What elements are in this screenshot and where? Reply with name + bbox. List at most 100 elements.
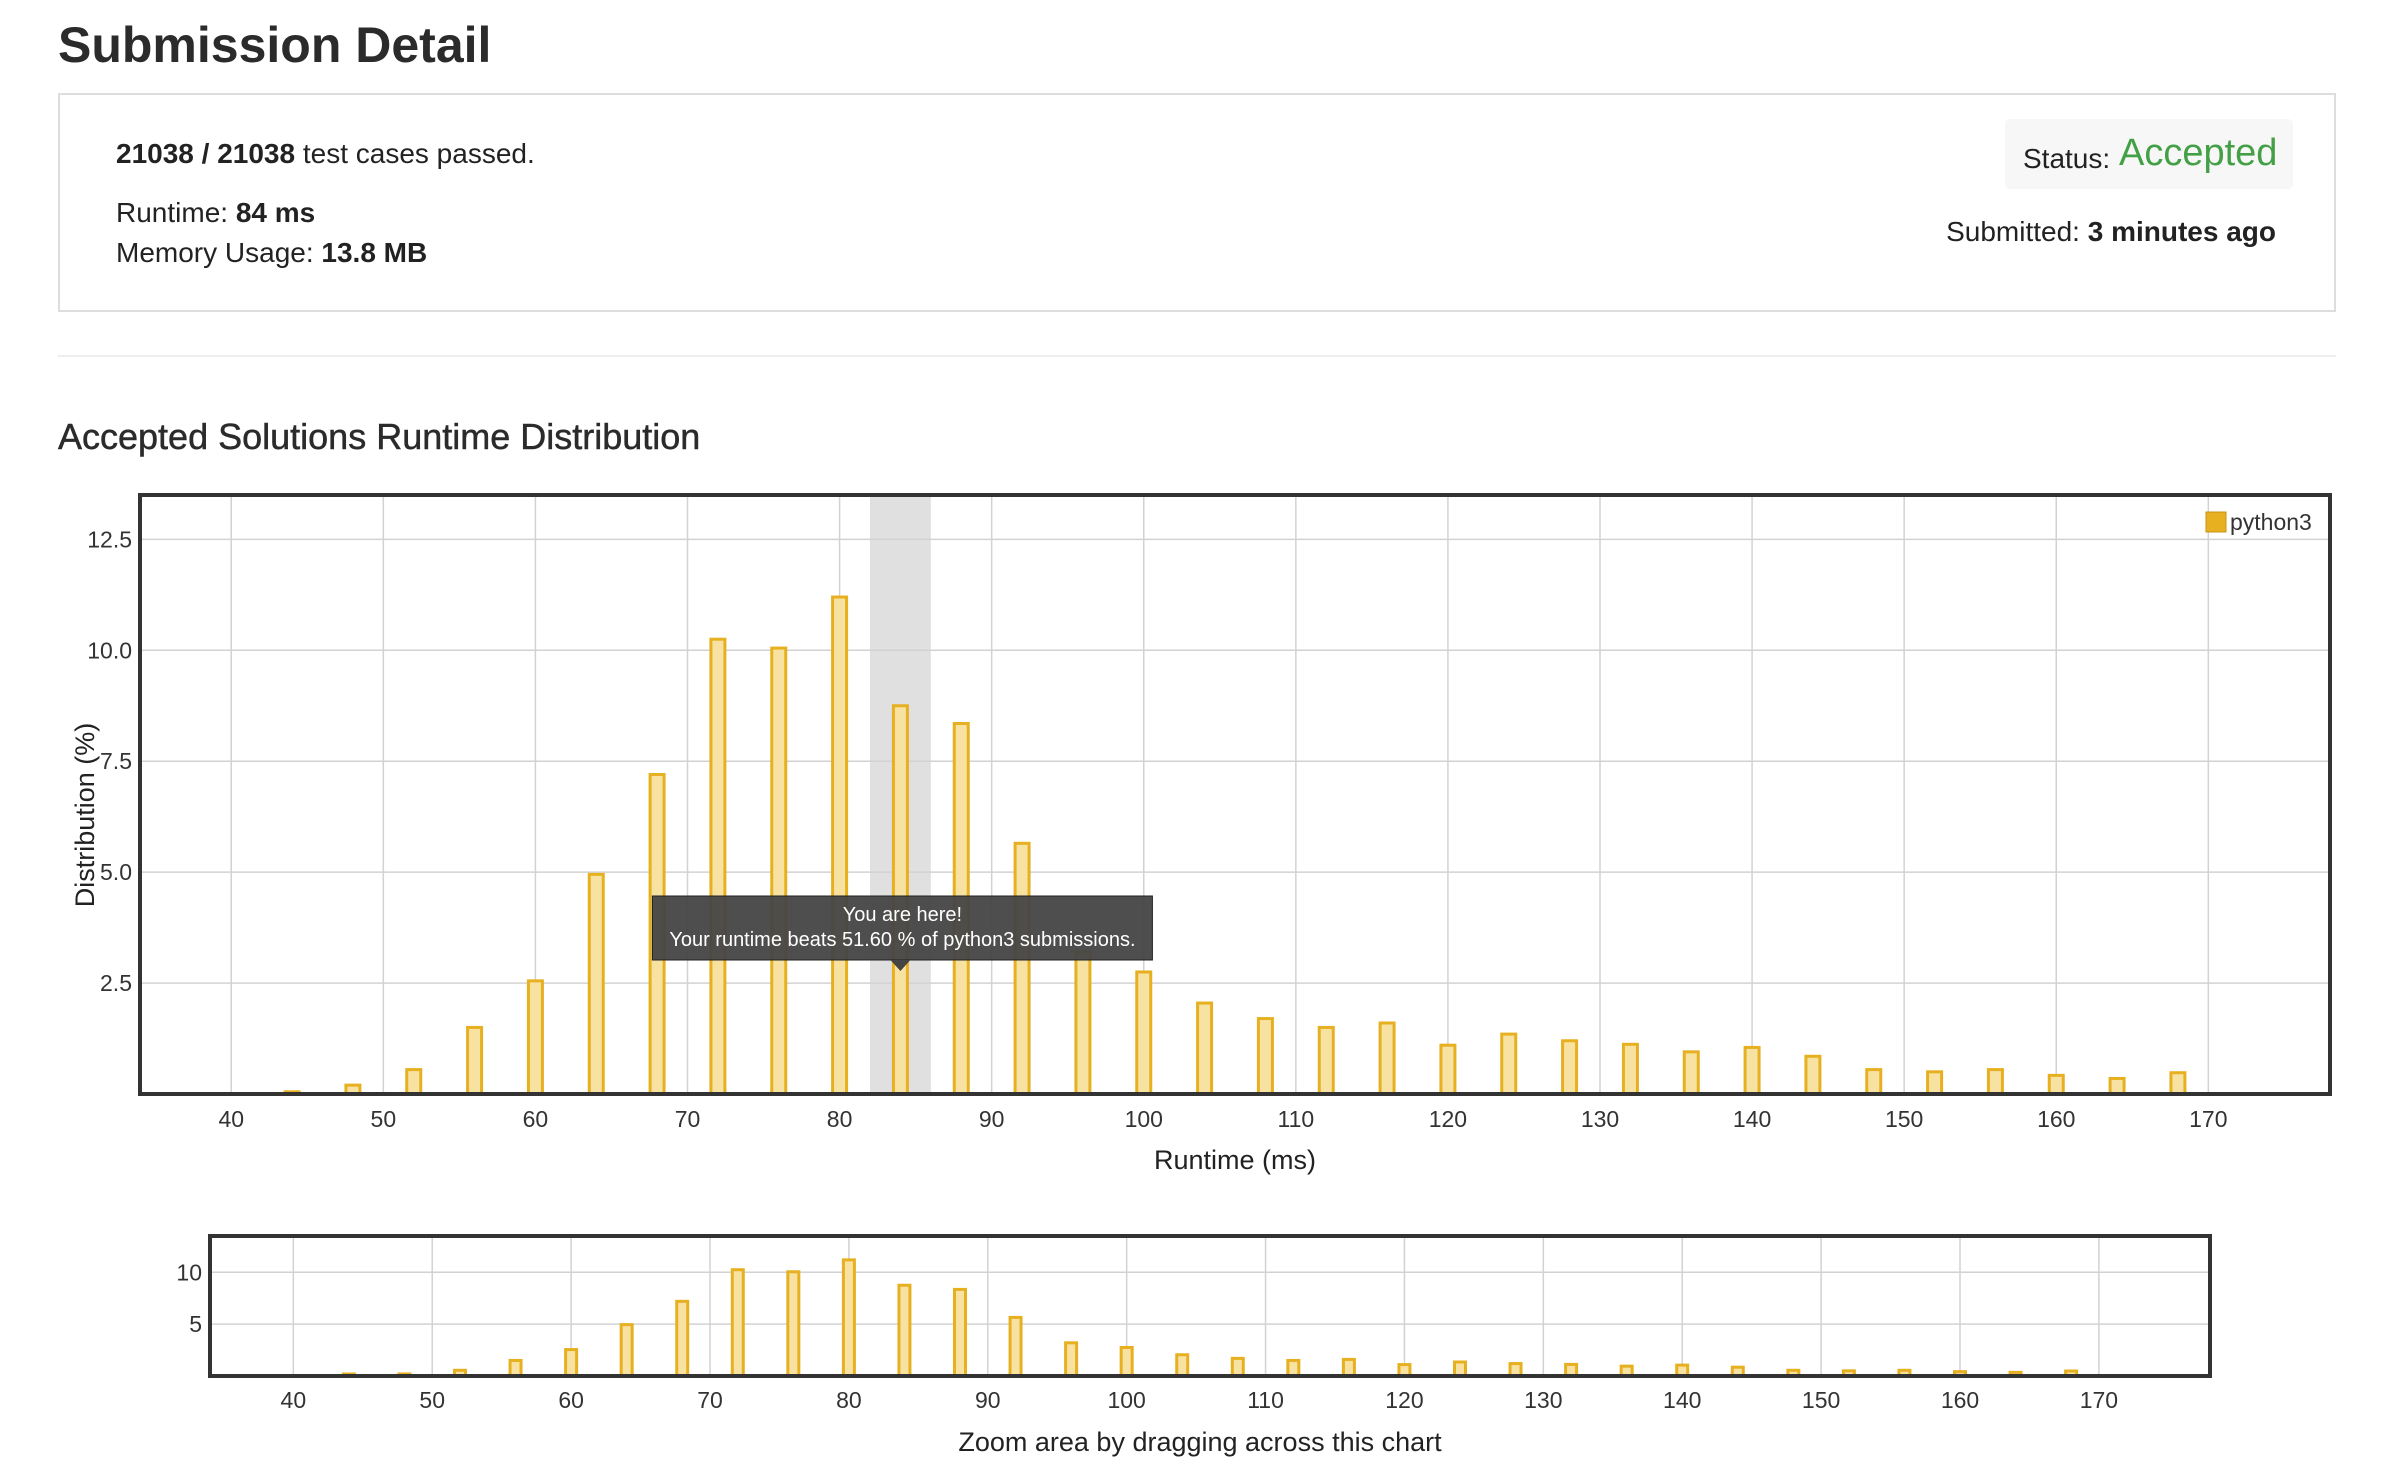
navigator-caption: Zoom area by dragging across this chart xyxy=(958,1427,1442,1457)
distribution-bar xyxy=(770,646,788,1096)
x-tick-label: 140 xyxy=(1663,1387,1701,1413)
navigator-bar xyxy=(508,1358,523,1378)
x-tick-label: 40 xyxy=(218,1106,244,1132)
distribution-bar xyxy=(466,1025,484,1096)
navigator-bar xyxy=(953,1287,967,1378)
distribution-bar xyxy=(1135,970,1153,1096)
tooltip-line-2: Your runtime beats 51.60 % of python3 su… xyxy=(669,929,1135,951)
memory-label: Memory Usage: xyxy=(116,237,322,268)
x-tick-label: 70 xyxy=(675,1106,701,1132)
y-tick-label: 10 xyxy=(176,1259,202,1285)
y-tick-label: 12.5 xyxy=(87,526,132,552)
x-tick-label: 90 xyxy=(979,1106,1005,1132)
runtime-label: Runtime: xyxy=(116,197,236,228)
legend-swatch xyxy=(2205,511,2227,533)
distribution-bar xyxy=(2169,1071,2187,1096)
memory-info: Memory Usage: 13.8 MB xyxy=(116,239,427,267)
tooltip-line-1: You are here! xyxy=(843,904,962,926)
navigator-bar xyxy=(1453,1360,1467,1378)
distribution-bar xyxy=(1500,1032,1518,1096)
x-tick-label: 160 xyxy=(2037,1106,2075,1132)
x-tick-label: 90 xyxy=(975,1387,1001,1413)
distribution-bar xyxy=(2108,1076,2126,1096)
x-tick-label: 120 xyxy=(1429,1106,1467,1132)
distribution-bar xyxy=(1682,1050,1700,1096)
distribution-section-title: Accepted Solutions Runtime Distribution xyxy=(58,416,701,457)
distribution-bar xyxy=(587,872,605,1096)
distribution-bar xyxy=(1013,841,1031,1096)
y-tick-label: 5 xyxy=(189,1311,202,1337)
x-axis-title: Runtime (ms) xyxy=(1154,1145,1316,1175)
navigator-chart[interactable]: 40 50 60 70 80 90 100 110 120 130 140 150 160 170 5 10 Z… xyxy=(176,1234,2212,1457)
status-value: Accepted xyxy=(2119,132,2278,174)
x-tick-label: 110 xyxy=(1247,1387,1284,1413)
x-tick-label: 150 xyxy=(1885,1106,1923,1132)
x-tick-label: 170 xyxy=(2080,1387,2118,1413)
navigator-bar xyxy=(1175,1353,1190,1378)
distribution-bar xyxy=(1378,1021,1396,1096)
submitted-info: Submitted: 3 minutes ago xyxy=(1946,218,2276,246)
navigator-bar xyxy=(1008,1315,1023,1378)
y-tick-label: 7.5 xyxy=(100,748,132,774)
navigator-bar xyxy=(1064,1341,1079,1378)
x-tick-label: 130 xyxy=(1524,1387,1562,1413)
x-tick-label: 60 xyxy=(558,1387,584,1413)
test-cases-text: test cases passed. xyxy=(295,138,535,169)
navigator-bar xyxy=(841,1258,856,1378)
distribution-bar xyxy=(1317,1025,1335,1096)
page-title: Submission Detail xyxy=(58,17,492,73)
x-tick-label: 100 xyxy=(1107,1387,1145,1413)
navigator-bar xyxy=(786,1270,801,1378)
submission-summary-panel: 21038 / 21038 test cases passed. Runtime… xyxy=(58,93,2336,312)
runtime-tooltip: You are here! Your runtime beats 51.60 % … xyxy=(651,895,1153,971)
x-tick-label: 160 xyxy=(1941,1387,1979,1413)
distribution-bar xyxy=(405,1068,423,1096)
tooltip-pointer xyxy=(890,960,911,971)
x-tick-label: 50 xyxy=(419,1387,445,1413)
navigator-bar xyxy=(730,1268,745,1378)
distribution-bar xyxy=(1196,1001,1214,1096)
section-divider xyxy=(58,355,2336,357)
distribution-bar xyxy=(1804,1054,1822,1096)
plot-border xyxy=(138,493,2332,1096)
x-tick-label: 150 xyxy=(1802,1387,1840,1413)
distribution-bar xyxy=(2047,1073,2065,1096)
navigator-bar xyxy=(564,1348,579,1378)
test-cases-passed: 21038 / 21038 test cases passed. xyxy=(116,140,535,168)
plot-background xyxy=(140,495,2330,1094)
distribution-bar xyxy=(831,595,849,1096)
x-tick-label: 140 xyxy=(1733,1106,1771,1132)
y-tick-label: 5.0 xyxy=(100,859,132,885)
navigator-bar xyxy=(1286,1358,1301,1378)
x-tick-label: 130 xyxy=(1581,1106,1619,1132)
x-tick-label: 100 xyxy=(1125,1106,1163,1132)
x-tick-label: 120 xyxy=(1385,1387,1423,1413)
distribution-bar xyxy=(1621,1042,1639,1096)
y-tick-label: 2.5 xyxy=(100,970,132,996)
runtime-value: 84 ms xyxy=(235,197,316,228)
x-tick-label: 70 xyxy=(697,1387,723,1413)
status-badge: Status: Accepted xyxy=(2005,119,2293,189)
x-tick-label: 40 xyxy=(281,1387,307,1413)
main-chart[interactable]: 40 50 60 70 80 90 100 110 120 130 140 150 160 170 2.5 5… xyxy=(70,493,2332,1175)
chart-legend[interactable]: python3 xyxy=(2205,509,2312,535)
navigator-bar xyxy=(619,1323,634,1378)
memory-value: 13.8 MB xyxy=(321,237,428,268)
navigator-bar xyxy=(897,1283,912,1378)
plot-border xyxy=(208,1234,2212,1378)
distribution-bar xyxy=(1865,1068,1883,1096)
x-tick-label: 60 xyxy=(523,1106,549,1132)
y-axis-title: Distribution (%) xyxy=(70,723,100,908)
distribution-bar xyxy=(709,637,727,1096)
navigator-bar xyxy=(1230,1356,1245,1378)
submitted-label: Submitted: xyxy=(1946,216,2088,247)
x-tick-label: 170 xyxy=(2189,1106,2227,1132)
legend-label: python3 xyxy=(2230,509,2312,535)
distribution-bar xyxy=(1439,1043,1457,1096)
test-cases-count: 21038 / 21038 xyxy=(116,138,296,169)
navigator-bar xyxy=(1119,1345,1134,1378)
distribution-bar xyxy=(1256,1017,1274,1096)
distribution-bar xyxy=(1926,1070,1944,1096)
x-tick-label: 110 xyxy=(1277,1106,1314,1132)
